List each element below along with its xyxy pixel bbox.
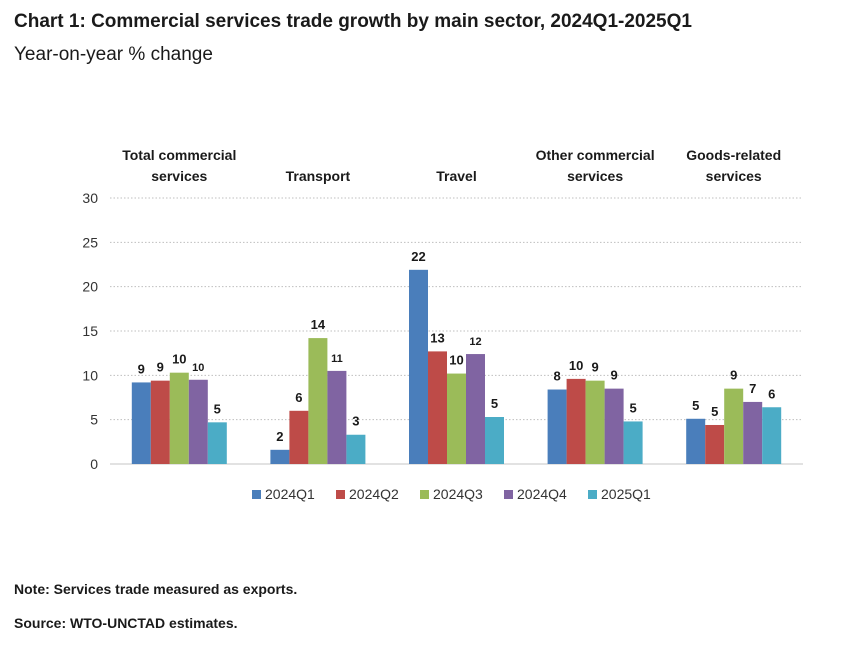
data-label: 5 [491,396,498,411]
data-label: 10 [192,362,204,374]
y-tick-label: 15 [82,323,98,339]
legend-swatch [252,490,261,499]
data-label: 2 [276,429,283,444]
bar [428,351,447,464]
data-label: 10 [449,353,463,368]
bar [743,401,763,464]
y-tick-label: 10 [82,367,98,383]
bar [150,380,170,464]
data-label: 5 [692,398,699,413]
chart-source: Source: WTO-UNCTAD estimates. [14,615,238,631]
bar [566,378,586,464]
data-label: 6 [768,386,775,401]
data-label: 9 [591,360,598,375]
data-label: 9 [610,368,617,383]
data-label: 9 [730,368,737,383]
bar [547,389,567,464]
bar [346,434,366,464]
category-label: services [151,168,207,184]
category-label: Total commercial [122,147,236,163]
data-label: 10 [172,352,186,367]
category-label: Travel [436,168,476,184]
y-tick-label: 20 [82,279,98,295]
bar [585,380,605,464]
data-label: 9 [138,361,145,376]
bar [289,410,309,464]
bar [705,424,725,464]
bar [686,418,706,464]
data-label: 5 [214,401,221,416]
data-label: 22 [411,249,425,264]
bar [188,379,208,464]
bar [623,421,643,464]
category-label: Goods-related [686,147,781,163]
legend-swatch [588,490,597,499]
legend-label: 2024Q3 [433,486,483,502]
y-tick-label: 0 [90,456,98,472]
y-tick-label: 5 [90,412,98,428]
bar [447,373,466,464]
legend-swatch [336,490,345,499]
category-label: services [567,168,623,184]
bar [327,370,347,464]
data-label: 5 [629,400,636,415]
bar [604,388,624,464]
bar [762,407,782,464]
category-label: Transport [286,168,351,184]
legend-label: 2024Q1 [265,486,315,502]
bar [131,382,151,464]
data-label: 6 [295,390,302,405]
bar [169,372,189,464]
legend-label: 2024Q2 [349,486,399,502]
data-label: 14 [311,317,326,332]
chart-note: Note: Services trade measured as exports… [14,581,298,597]
category-label: Other commercial [536,147,655,163]
data-label: 13 [430,330,444,345]
legend-label: 2025Q1 [601,486,651,502]
bar [485,417,504,464]
chart-subtitle: Year-on-year % change [14,44,213,65]
bar [207,422,227,464]
legend-swatch [420,490,429,499]
data-label: 7 [749,381,756,396]
data-label: 3 [352,414,359,429]
data-label: 11 [331,353,343,365]
data-label: 5 [711,404,718,419]
legend-label: 2024Q4 [517,486,567,502]
y-tick-label: 30 [82,190,98,206]
bar [409,269,428,464]
bar [724,388,744,464]
category-label: services [706,168,762,184]
data-label: 12 [469,336,481,348]
bar [308,338,328,464]
y-tick-label: 25 [82,234,98,250]
data-label: 10 [569,358,583,373]
bar [466,354,485,464]
bar [270,449,290,464]
data-label: 9 [157,360,164,375]
legend-swatch [504,490,513,499]
chart-title: Chart 1: Commercial services trade growt… [14,11,692,32]
data-label: 8 [553,369,560,384]
